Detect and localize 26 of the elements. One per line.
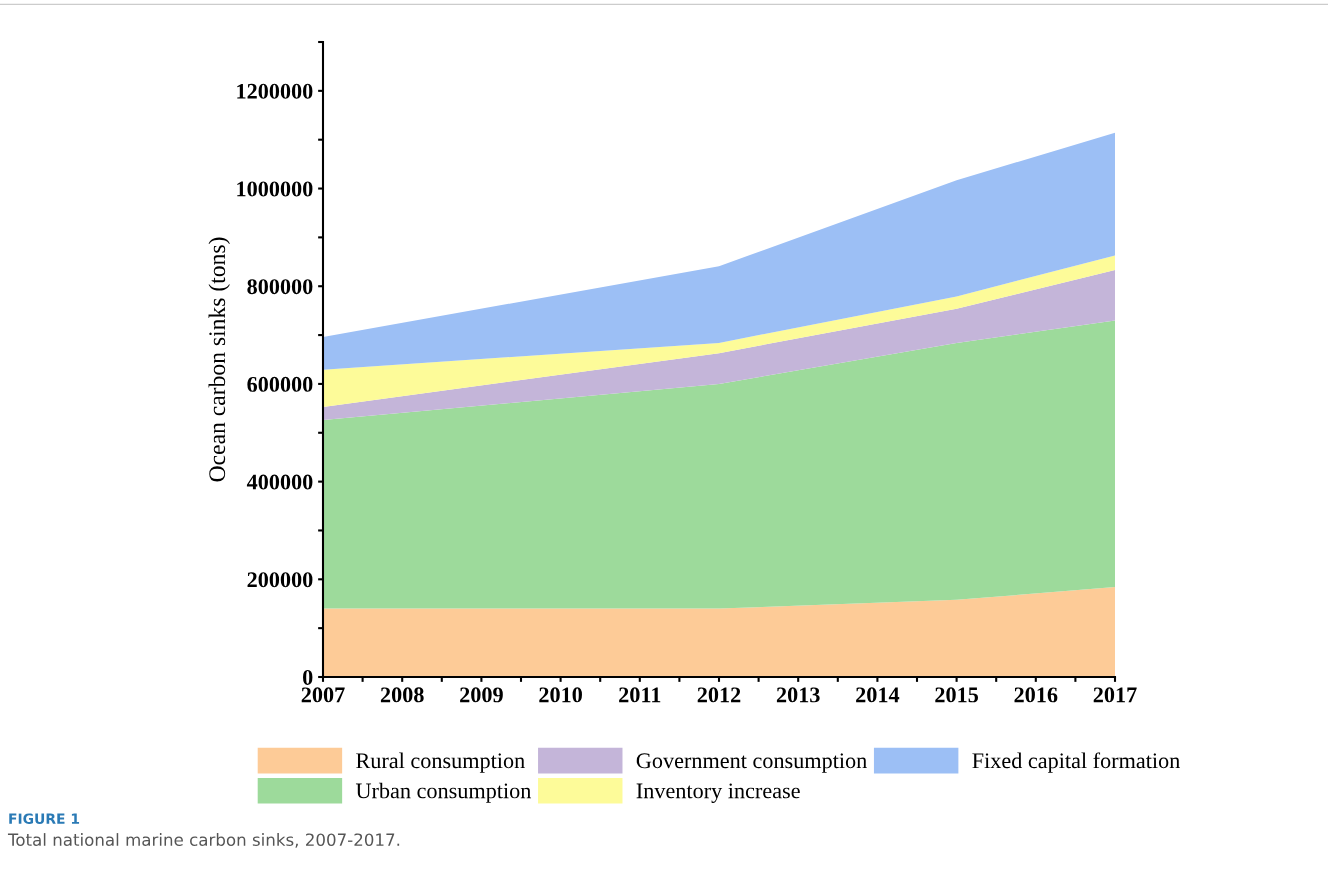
- y-tick-label: 0: [303, 669, 313, 685]
- x-tick-label: 2015: [935, 687, 979, 703]
- x-tick-label: 2007: [301, 687, 345, 703]
- text: Total national marine carbon sinks, 2007-2017.: [7, 833, 400, 848]
- x-tick-label: 2014: [856, 687, 900, 703]
- x-tick-label: 2017: [1093, 687, 1137, 703]
- legend-label: Inventory increase: [636, 783, 800, 803]
- x-tick-label: 2013: [776, 687, 820, 703]
- x-tick-label: 2008: [380, 687, 424, 703]
- caption: FIGURE 1: [9, 813, 80, 824]
- y-tick-label: 200000: [247, 572, 313, 588]
- y-tick-label: 1000000: [237, 181, 313, 197]
- legend-label: Government consumption: [636, 753, 867, 773]
- y-tick-label: 400000: [246, 474, 313, 490]
- x-tick-label: 2012: [697, 687, 741, 703]
- legend-label: Fixed capital formation: [972, 752, 1180, 773]
- x-tick-label: 2016: [1014, 687, 1058, 703]
- legend-label: Urban consumption: [355, 782, 532, 803]
- y-tick-label: 1200000: [237, 83, 313, 99]
- legend-label: Rural consumption: [356, 752, 525, 773]
- y-tick-label: 600000: [247, 376, 313, 392]
- y-tick-label: 800000: [247, 279, 313, 295]
- x-tick-label: 2010: [539, 687, 582, 703]
- y-axis-title: Ocean carbon sinks (tons): [208, 237, 230, 482]
- x-tick-label: 2009: [460, 687, 503, 703]
- x-tick-label: 2011: [619, 687, 661, 703]
